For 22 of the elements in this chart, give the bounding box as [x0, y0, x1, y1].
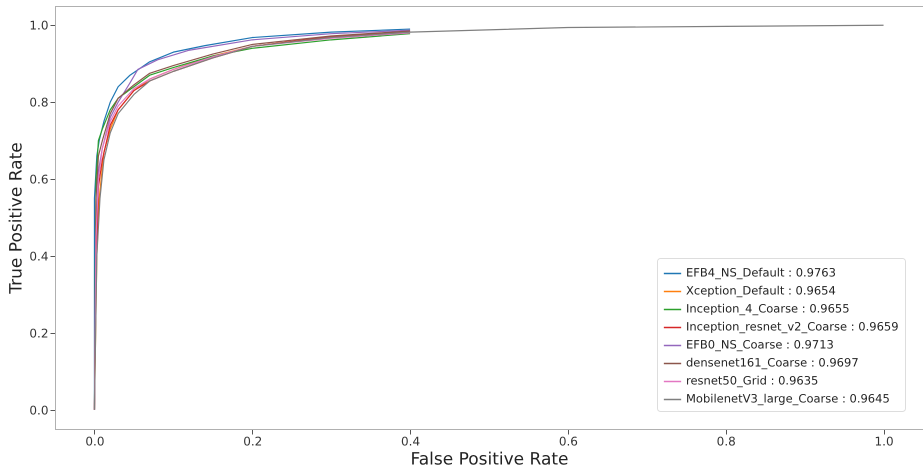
x-tick-label: 0.4 [401, 434, 420, 448]
x-tick-label: 0.0 [85, 434, 104, 448]
legend-label: resnet50_Grid : 0.9635 [686, 374, 818, 388]
x-tick-label: 1.0 [874, 434, 894, 448]
x-axis-title: False Positive Rate [410, 450, 568, 470]
legend-label: Inception_4_Coarse : 0.9655 [686, 302, 850, 316]
legend-label: MobilenetV3_large_Coarse : 0.9645 [686, 392, 890, 406]
legend-label: EFB0_NS_Coarse : 0.9713 [686, 338, 834, 352]
y-tick-label: 0.4 [29, 249, 48, 264]
legend-label: Xception_Default : 0.9654 [686, 284, 836, 298]
x-tick-label: 0.2 [243, 434, 262, 448]
legend-label: densenet161_Coarse : 0.9697 [686, 356, 859, 370]
y-tick-label: 0.8 [29, 96, 48, 110]
y-tick-label: 0.0 [29, 403, 48, 418]
legend-label: Inception_resnet_v2_Coarse : 0.9659 [686, 320, 899, 334]
y-tick-label: 0.2 [29, 326, 48, 340]
legend-label: EFB4_NS_Default : 0.9763 [686, 266, 836, 280]
y-axis-title: True Positive Rate [6, 142, 26, 295]
y-tick-label: 0.6 [29, 172, 48, 187]
x-tick-label: 0.6 [558, 434, 578, 448]
y-tick-label: 1.0 [29, 18, 48, 33]
x-tick-label: 0.8 [716, 434, 736, 448]
